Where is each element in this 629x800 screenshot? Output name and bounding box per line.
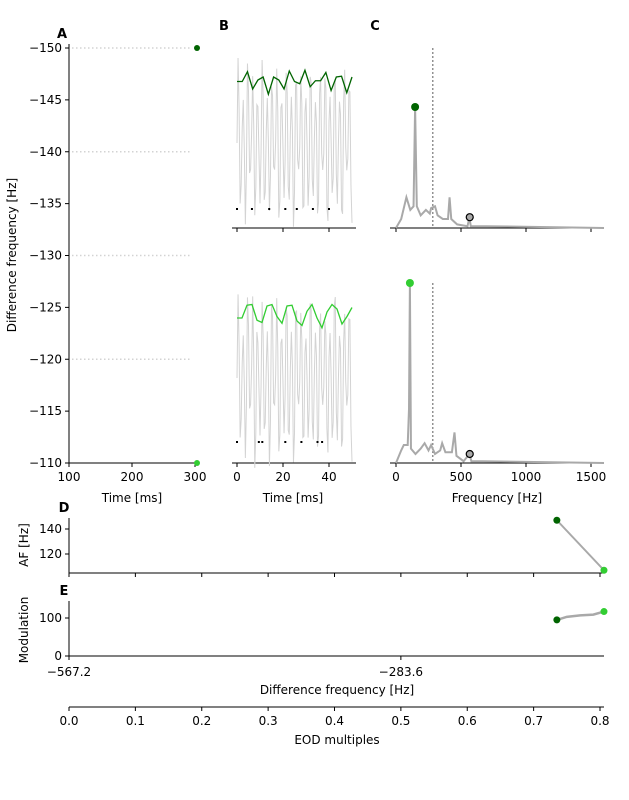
a-ytick-label: −150 (29, 41, 62, 55)
e-xtick-label: −567.2 (47, 665, 91, 679)
eod-xtick-label: 0.2 (192, 714, 211, 728)
e-ytick-label: 0 (54, 649, 62, 663)
a-ytick-label: −130 (29, 249, 62, 263)
e-ytick-label: 100 (39, 611, 62, 625)
c-eod-marker (465, 449, 474, 459)
panel-label-b: B (219, 19, 229, 34)
b-xtick-label: 40 (321, 470, 336, 484)
b-spike (236, 208, 238, 210)
c-xtick-label: 1500 (576, 470, 607, 484)
c-peak-marker (405, 279, 414, 287)
c-spectrum-top (395, 106, 605, 229)
a-xtick-label: 100 (58, 470, 81, 484)
d-marker (600, 566, 608, 574)
d-line (556, 519, 605, 571)
panel-label-a: A (57, 27, 67, 42)
c-peak-marker (411, 103, 420, 111)
b-spike (300, 441, 303, 443)
eod-xlabel: EOD multiples (294, 733, 379, 747)
a-ylabel: Difference frequency [Hz] (5, 178, 19, 332)
c-spectrum-bottom (395, 282, 605, 464)
b-spike (257, 441, 260, 443)
e-marker (553, 616, 561, 624)
a-xtick-label: 300 (184, 470, 207, 484)
b-spike (250, 208, 253, 210)
a-ytick-label: −135 (29, 197, 62, 211)
eod-xtick-label: 0.4 (325, 714, 344, 728)
d-ylabel: AF [Hz] (17, 523, 31, 567)
b-spike (328, 208, 330, 210)
b-spike (321, 441, 324, 443)
b-envelope-top (237, 68, 353, 97)
e-marker (600, 608, 608, 616)
a-ytick-label: −145 (29, 93, 62, 107)
panel-label-d: D (59, 501, 70, 516)
eod-xtick-label: 0.1 (126, 714, 145, 728)
b-xlabel: Time [ms] (262, 491, 324, 505)
c-eod-marker (465, 213, 474, 222)
e-ylabel: Modulation (17, 597, 31, 664)
b-spike (284, 208, 287, 210)
c-xtick-label: 500 (450, 470, 473, 484)
b-xtick-label: 20 (275, 470, 290, 484)
b-spike (316, 441, 319, 443)
b-signal-top (236, 57, 353, 227)
e-xlabel: Difference frequency [Hz] (260, 683, 414, 697)
eod-xtick-label: 0.8 (590, 714, 609, 728)
b-xtick-label: 0 (233, 470, 241, 484)
c-xtick-label: 1000 (511, 470, 542, 484)
b-signal-bottom (236, 294, 353, 468)
c-xlabel: Frequency [Hz] (452, 491, 543, 505)
c-xtick-label: 0 (392, 470, 400, 484)
a-ytick-label: −120 (29, 352, 62, 366)
a-marker (194, 460, 200, 466)
panel-label-e: E (60, 584, 69, 599)
b-spike (268, 208, 271, 210)
a-marker (194, 45, 200, 51)
a-xlabel: Time [ms] (101, 491, 163, 505)
d-ytick-label: 120 (39, 547, 62, 561)
b-spike (236, 441, 238, 443)
b-spike (284, 441, 287, 443)
b-envelope-bottom (237, 303, 353, 330)
a-xtick-label: 200 (121, 470, 144, 484)
eod-xtick-label: 0.0 (59, 714, 78, 728)
eod-xtick-label: 0.5 (391, 714, 410, 728)
d-ytick-label: 140 (39, 522, 62, 536)
a-ytick-label: −115 (29, 404, 62, 418)
e-line (556, 610, 605, 622)
panel-label-c: C (370, 19, 380, 34)
b-spike (261, 441, 264, 443)
a-ytick-label: −110 (29, 456, 62, 470)
e-xtick-label: −283.6 (379, 665, 423, 679)
eod-xtick-label: 0.6 (458, 714, 477, 728)
a-ytick-label: −140 (29, 145, 62, 159)
eod-xtick-label: 0.3 (259, 714, 278, 728)
b-spike (295, 208, 298, 210)
d-marker (553, 516, 561, 524)
b-spike (311, 208, 314, 210)
eod-xtick-label: 0.7 (524, 714, 543, 728)
a-ytick-label: −125 (29, 300, 62, 314)
